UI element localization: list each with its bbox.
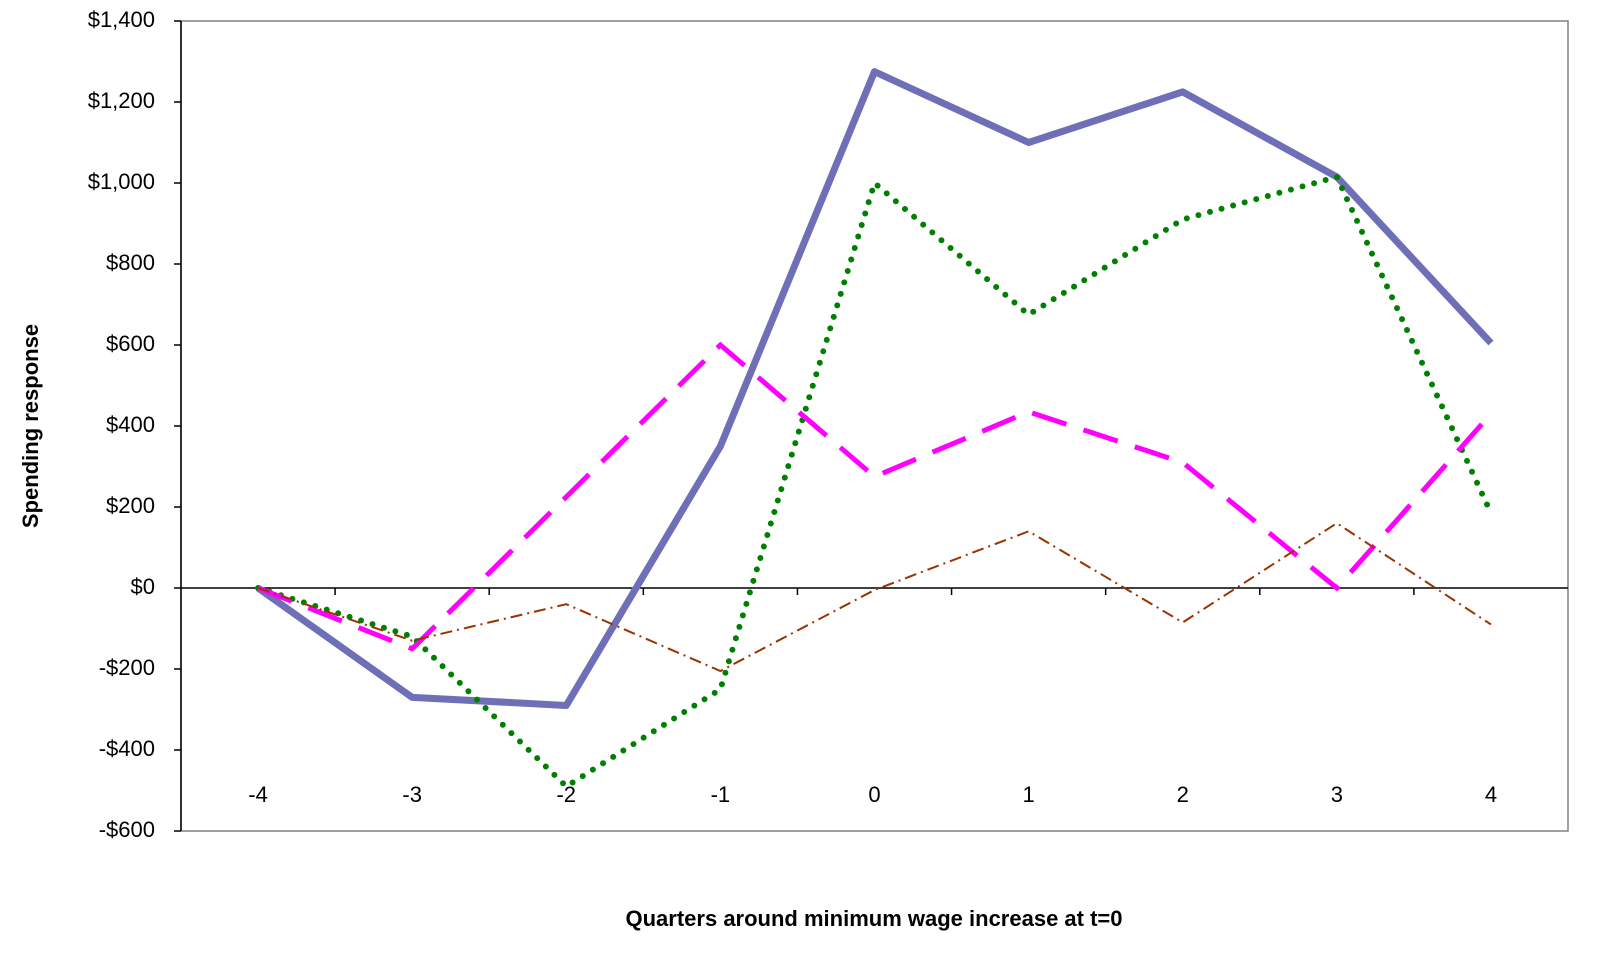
- y-axis-title: Spending response: [18, 324, 43, 528]
- series-line: [257, 522, 1492, 673]
- x-tick-label: 4: [1485, 782, 1497, 807]
- x-axis-title: Quarters around minimum wage increase at…: [626, 906, 1123, 931]
- x-tick-label: 0: [868, 782, 880, 807]
- y-tick-label: -$400: [99, 736, 155, 761]
- y-tick-label: $1,200: [88, 88, 155, 113]
- x-tick-label: -1: [711, 782, 731, 807]
- y-tick-label: -$600: [99, 817, 155, 842]
- series-line: [256, 68, 1494, 709]
- x-tick-label: -3: [402, 782, 422, 807]
- y-tick-label: $400: [106, 412, 155, 437]
- x-tick-label: 2: [1177, 782, 1189, 807]
- series-line: [255, 173, 1494, 791]
- x-tick-label: -2: [556, 782, 576, 807]
- x-tick-label: 1: [1022, 782, 1034, 807]
- y-tick-label: $1,000: [88, 169, 155, 194]
- x-tick-label: 3: [1331, 782, 1343, 807]
- y-tick-label: -$200: [99, 655, 155, 680]
- y-tick-label: $800: [106, 250, 155, 275]
- y-tick-label: $0: [131, 574, 155, 599]
- plot-area: [180, 20, 1569, 832]
- series-line: [257, 341, 1493, 652]
- y-tick-label: $200: [106, 493, 155, 518]
- x-tick-label: -4: [248, 782, 268, 807]
- y-tick-label: $600: [106, 331, 155, 356]
- y-tick-label: $1,400: [88, 7, 155, 32]
